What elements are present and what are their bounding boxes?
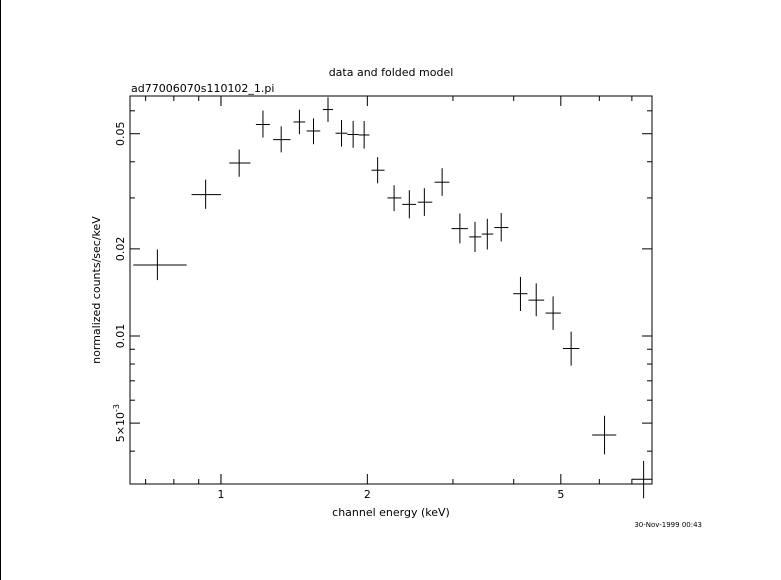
data-point [322,97,334,122]
data-point [528,283,545,317]
plot-frame [129,95,653,485]
y-tick-label: 0.05 [114,121,127,146]
x-tick-label: 5 [557,488,564,501]
data-point [451,213,468,244]
x-tick-label: 2 [364,488,371,501]
data-point [133,249,187,281]
y-axis: 5×10-3 0.01 0.02 0.05 [112,110,652,452]
data-point [481,218,494,250]
data-series [133,97,653,499]
y-axis-label: normalized counts/sec/keV [90,216,103,364]
data-point [191,179,221,209]
data-point [434,168,450,196]
data-point [513,276,528,312]
x-axis-label: channel energy (keV) [332,506,450,519]
data-point [387,185,402,212]
data-point [562,331,580,366]
chart-title: data and folded model [329,66,454,79]
chart-subtitle: ad77006070s110102_1.pi [131,82,274,95]
data-point [631,460,653,499]
data-point [402,190,417,219]
data-point [306,118,321,145]
data-point [229,149,251,177]
x-tick-label: 1 [217,488,224,501]
data-point [358,121,370,149]
data-point [335,119,348,147]
data-point [417,188,433,216]
data-point [469,221,482,253]
timestamp: 30-Nov-1999 00:43 [634,521,702,529]
data-point [494,213,509,242]
y-tick-label-exponent: -3 [112,404,121,412]
data-point [293,109,306,135]
y-tick-label: 0.02 [114,237,127,262]
data-point [347,120,359,148]
data-point [592,415,617,455]
data-point [371,157,385,184]
y-tick-label: 0.01 [114,324,127,349]
data-point [545,296,561,330]
y-tick-label-base: 5×10 [114,412,127,442]
data-point [273,126,291,153]
y-tick-label: 5×10-3 [112,404,127,442]
data-point [255,110,270,138]
x-axis: 1 2 5 [145,96,633,501]
